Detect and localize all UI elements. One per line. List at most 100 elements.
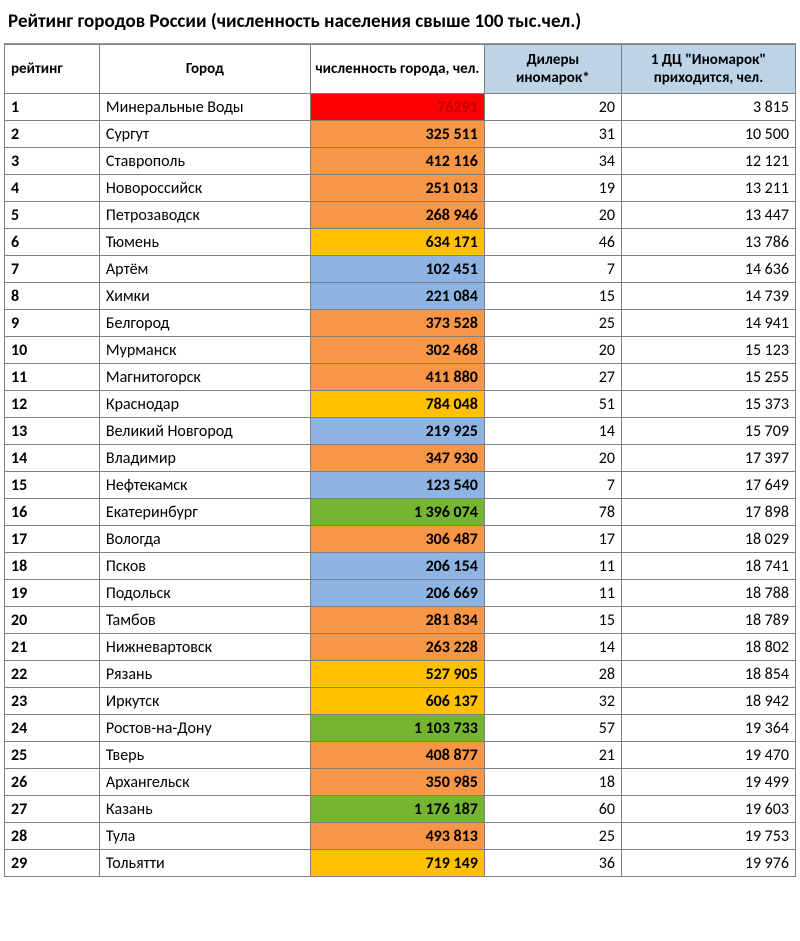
header-per-dc: 1 ДЦ "Иномарок" приходится, чел.	[621, 45, 795, 94]
cell-population: 306 487	[310, 526, 484, 553]
table-row: 10Мурманск302 4682015 123	[5, 337, 796, 364]
cell-city: Сургут	[99, 121, 310, 148]
cell-dealers: 32	[484, 688, 621, 715]
cell-city: Архангельск	[99, 769, 310, 796]
cell-dealers: 15	[484, 607, 621, 634]
cell-city: Магнитогорск	[99, 364, 310, 391]
cell-population: 411 880	[310, 364, 484, 391]
cell-rank: 24	[5, 715, 100, 742]
cell-dealers: 7	[484, 256, 621, 283]
cell-population: 373 528	[310, 310, 484, 337]
cell-population: 1 396 074	[310, 499, 484, 526]
cell-dealers: 11	[484, 553, 621, 580]
cell-dealers: 25	[484, 823, 621, 850]
cell-per-dc: 13 211	[621, 175, 795, 202]
cell-rank: 15	[5, 472, 100, 499]
cell-dealers: 14	[484, 418, 621, 445]
cell-city: Тула	[99, 823, 310, 850]
cell-city: Ставрополь	[99, 148, 310, 175]
cell-city: Тольятти	[99, 850, 310, 877]
cell-per-dc: 19 976	[621, 850, 795, 877]
cell-rank: 17	[5, 526, 100, 553]
cell-per-dc: 19 753	[621, 823, 795, 850]
cell-population: 206 669	[310, 580, 484, 607]
cell-dealers: 31	[484, 121, 621, 148]
cell-dealers: 36	[484, 850, 621, 877]
rating-table: рейтинг Город численность города, чел. Д…	[4, 44, 796, 877]
cell-population: 493 813	[310, 823, 484, 850]
cell-city: Химки	[99, 283, 310, 310]
cell-city: Тюмень	[99, 229, 310, 256]
cell-per-dc: 15 373	[621, 391, 795, 418]
cell-dealers: 25	[484, 310, 621, 337]
cell-per-dc: 19 499	[621, 769, 795, 796]
table-row: 21Нижневартовск263 2281418 802	[5, 634, 796, 661]
cell-population: 1 103 733	[310, 715, 484, 742]
cell-dealers: 15	[484, 283, 621, 310]
cell-rank: 23	[5, 688, 100, 715]
cell-population: 408 877	[310, 742, 484, 769]
table-row: 26Архангельск350 9851819 499	[5, 769, 796, 796]
cell-population: 219 925	[310, 418, 484, 445]
cell-city: Екатеринбург	[99, 499, 310, 526]
cell-dealers: 28	[484, 661, 621, 688]
cell-rank: 27	[5, 796, 100, 823]
cell-population: 347 930	[310, 445, 484, 472]
cell-population: 719 149	[310, 850, 484, 877]
cell-per-dc: 14 739	[621, 283, 795, 310]
table-row: 14Владимир347 9302017 397	[5, 445, 796, 472]
cell-per-dc: 13 786	[621, 229, 795, 256]
cell-per-dc: 15 255	[621, 364, 795, 391]
cell-per-dc: 19 603	[621, 796, 795, 823]
cell-per-dc: 18 789	[621, 607, 795, 634]
page-title: Рейтинг городов России (численность насе…	[4, 4, 796, 44]
cell-per-dc: 3 815	[621, 94, 795, 121]
cell-population: 302 468	[310, 337, 484, 364]
cell-population: 251 013	[310, 175, 484, 202]
table-row: 9Белгород373 5282514 941	[5, 310, 796, 337]
cell-dealers: 60	[484, 796, 621, 823]
table-row: 20Тамбов281 8341518 789	[5, 607, 796, 634]
cell-city: Подольск	[99, 580, 310, 607]
table-row: 5Петрозаводск268 9462013 447	[5, 202, 796, 229]
cell-per-dc: 10 500	[621, 121, 795, 148]
cell-population: 123 540	[310, 472, 484, 499]
cell-city: Белгород	[99, 310, 310, 337]
cell-dealers: 7	[484, 472, 621, 499]
cell-population: 1 176 187	[310, 796, 484, 823]
cell-dealers: 20	[484, 445, 621, 472]
cell-rank: 16	[5, 499, 100, 526]
cell-dealers: 19	[484, 175, 621, 202]
table-row: 4Новороссийск251 0131913 211	[5, 175, 796, 202]
cell-population: 634 171	[310, 229, 484, 256]
cell-city: Нижневартовск	[99, 634, 310, 661]
cell-rank: 4	[5, 175, 100, 202]
cell-population: 221 084	[310, 283, 484, 310]
table-row: 28Тула493 8132519 753	[5, 823, 796, 850]
header-dealers: Дилеры иномарок*	[484, 45, 621, 94]
cell-city: Иркутск	[99, 688, 310, 715]
cell-city: Новороссийск	[99, 175, 310, 202]
cell-rank: 21	[5, 634, 100, 661]
cell-per-dc: 14 941	[621, 310, 795, 337]
cell-city: Ростов-на-Дону	[99, 715, 310, 742]
table-row: 25Тверь408 8772119 470	[5, 742, 796, 769]
cell-rank: 8	[5, 283, 100, 310]
cell-dealers: 20	[484, 337, 621, 364]
table-row: 22Рязань527 9052818 854	[5, 661, 796, 688]
cell-per-dc: 19 470	[621, 742, 795, 769]
cell-rank: 22	[5, 661, 100, 688]
cell-rank: 19	[5, 580, 100, 607]
cell-per-dc: 17 397	[621, 445, 795, 472]
cell-rank: 5	[5, 202, 100, 229]
cell-city: Великий Новгород	[99, 418, 310, 445]
cell-rank: 10	[5, 337, 100, 364]
cell-dealers: 78	[484, 499, 621, 526]
cell-population: 412 116	[310, 148, 484, 175]
cell-per-dc: 18 802	[621, 634, 795, 661]
table-row: 16Екатеринбург1 396 0747817 898	[5, 499, 796, 526]
cell-city: Краснодар	[99, 391, 310, 418]
cell-dealers: 18	[484, 769, 621, 796]
cell-dealers: 46	[484, 229, 621, 256]
table-row: 12Краснодар784 0485115 373	[5, 391, 796, 418]
